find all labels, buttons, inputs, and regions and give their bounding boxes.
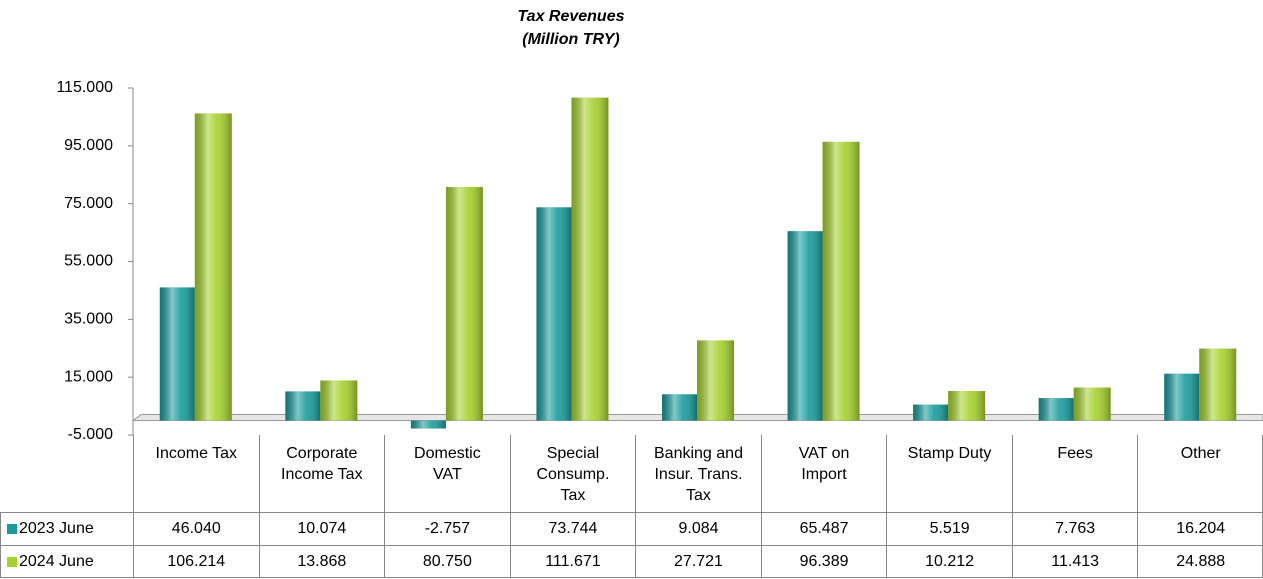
x-tick-label: Stamp Duty: [886, 435, 1012, 512]
y-tick-label: 35.000: [64, 311, 113, 328]
data-label: 5.519: [886, 512, 1012, 545]
bar-shade: [822, 141, 860, 421]
bar-shade: [948, 391, 986, 421]
data-label: 10.212: [886, 545, 1012, 578]
data-label: 46.040: [133, 512, 259, 545]
data-label: 96.389: [760, 545, 887, 578]
y-tick-label: 55.000: [64, 253, 113, 270]
legend-label: 2024 June: [0, 545, 133, 578]
data-label: 27.721: [635, 545, 761, 578]
y-tick-label: 95.000: [64, 137, 113, 154]
bar-shade: [1073, 387, 1111, 421]
bar-shade: [159, 287, 195, 421]
data-label: 11.413: [1011, 545, 1138, 578]
data-label: 80.750: [384, 545, 510, 578]
bar-shade: [697, 340, 734, 421]
x-tick-label: VAT on Import: [760, 435, 887, 512]
y-tick-label: -5.000: [68, 426, 113, 443]
data-label: 106.214: [133, 545, 259, 578]
bar-shade: [285, 391, 321, 421]
legend-swatch: [7, 524, 17, 534]
data-label: 24.888: [1137, 545, 1263, 578]
bar-shade: [320, 380, 358, 421]
y-tick-label: 15.000: [64, 368, 113, 385]
y-tick-label: 115.000: [56, 79, 113, 96]
y-tick-label: 75.000: [64, 195, 113, 212]
bar-shade: [1199, 348, 1237, 421]
x-tick-label: Corporate Income Tax: [258, 435, 385, 512]
x-tick-label: Banking and Insur. Trans. Tax: [635, 435, 761, 512]
bar-shade: [571, 97, 609, 421]
data-label: 16.204: [1137, 512, 1263, 545]
data-label: 65.487: [760, 512, 887, 545]
legend-swatch: [7, 557, 17, 567]
bar-shade: [445, 187, 483, 421]
data-label: 7.763: [1011, 512, 1138, 545]
data-label: 9.084: [635, 512, 761, 545]
chart-title: Tax Revenues: [517, 8, 624, 25]
data-label: 111.671: [509, 545, 636, 578]
x-tick-label: Fees: [1011, 435, 1138, 512]
bar-shade: [410, 420, 446, 429]
bar-shade: [1038, 398, 1074, 421]
x-tick-label: Income Tax: [133, 435, 259, 512]
legend-label: 2023 June: [0, 512, 133, 545]
bar-shade: [1164, 373, 1200, 421]
data-label: -2.757: [384, 512, 510, 545]
data-label: 13.868: [258, 545, 385, 578]
x-tick-label: Special Consump. Tax: [509, 435, 636, 512]
bar-shade: [536, 207, 572, 421]
bar-shade: [194, 113, 232, 421]
bar-shade: [913, 404, 949, 421]
chart-subtitle: (Million TRY): [522, 31, 619, 48]
x-tick-label: Domestic VAT: [384, 435, 510, 512]
data-label: 73.744: [509, 512, 636, 545]
table-line: [0, 577, 1263, 578]
bar-shade: [787, 231, 823, 421]
bar-shade: [662, 394, 697, 421]
x-tick-label: Other: [1137, 435, 1263, 512]
data-label: 10.074: [258, 512, 385, 545]
